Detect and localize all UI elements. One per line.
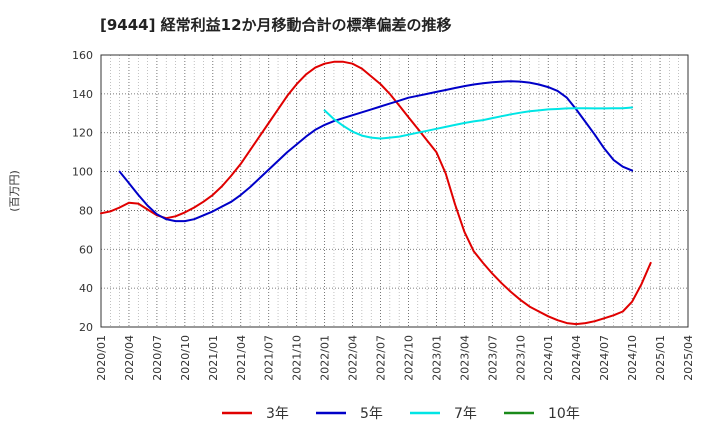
y-axis-label: (百万円)	[8, 170, 21, 212]
legend-label-3: 7年	[454, 406, 477, 422]
x-tick-label: 2022/04	[347, 335, 360, 381]
y-tick-label: 60	[79, 243, 93, 256]
x-tick-label: 2021/01	[207, 335, 220, 381]
y-tick-label: 80	[79, 204, 93, 217]
x-tick-label: 2021/10	[291, 335, 304, 381]
y-tick-label: 20	[79, 321, 93, 334]
x-tick-label: 2023/01	[430, 335, 443, 381]
x-tick-label: 2023/04	[458, 335, 471, 381]
x-tick-label: 2024/01	[542, 335, 555, 381]
legend-label-2: 5年	[360, 406, 383, 422]
x-tick-label: 2021/07	[263, 335, 276, 381]
y-tick-label: 100	[72, 166, 93, 179]
x-tick-label: 2024/10	[626, 335, 639, 381]
legend-label-1: 3年	[266, 406, 289, 422]
x-tick-label: 2024/07	[598, 335, 611, 381]
x-tick-label: 2021/04	[235, 335, 248, 381]
y-tick-label: 120	[72, 127, 93, 140]
x-tick-label: 2020/07	[151, 335, 164, 381]
series-line-1	[100, 60, 652, 326]
x-tick-label: 2020/01	[95, 335, 108, 381]
chart-title: [9444] 経常利益12か月移動合計の標準偏差の推移	[100, 16, 452, 34]
y-tick-label: 140	[72, 88, 93, 101]
x-tick-label: 2022/07	[375, 335, 388, 381]
legend-label-4: 10年	[548, 406, 580, 422]
series-line-2	[118, 80, 634, 223]
x-tick-label: 2024/04	[570, 335, 583, 381]
plot-frame	[100, 54, 689, 328]
x-tick-label: 2022/10	[402, 335, 415, 381]
x-tick-label: 2023/07	[486, 335, 499, 381]
x-tick-label: 2023/10	[514, 335, 527, 381]
plot-area	[101, 55, 688, 327]
x-tick-label: 2025/04	[682, 335, 695, 381]
x-tick-label: 2020/10	[179, 335, 192, 381]
y-tick-label: 40	[79, 282, 93, 295]
x-tick-label: 2025/01	[654, 335, 667, 381]
y-tick-label: 160	[72, 49, 93, 62]
x-tick-label: 2022/01	[319, 335, 332, 381]
series-line-3	[323, 106, 634, 140]
x-tick-label: 2020/04	[123, 335, 136, 381]
